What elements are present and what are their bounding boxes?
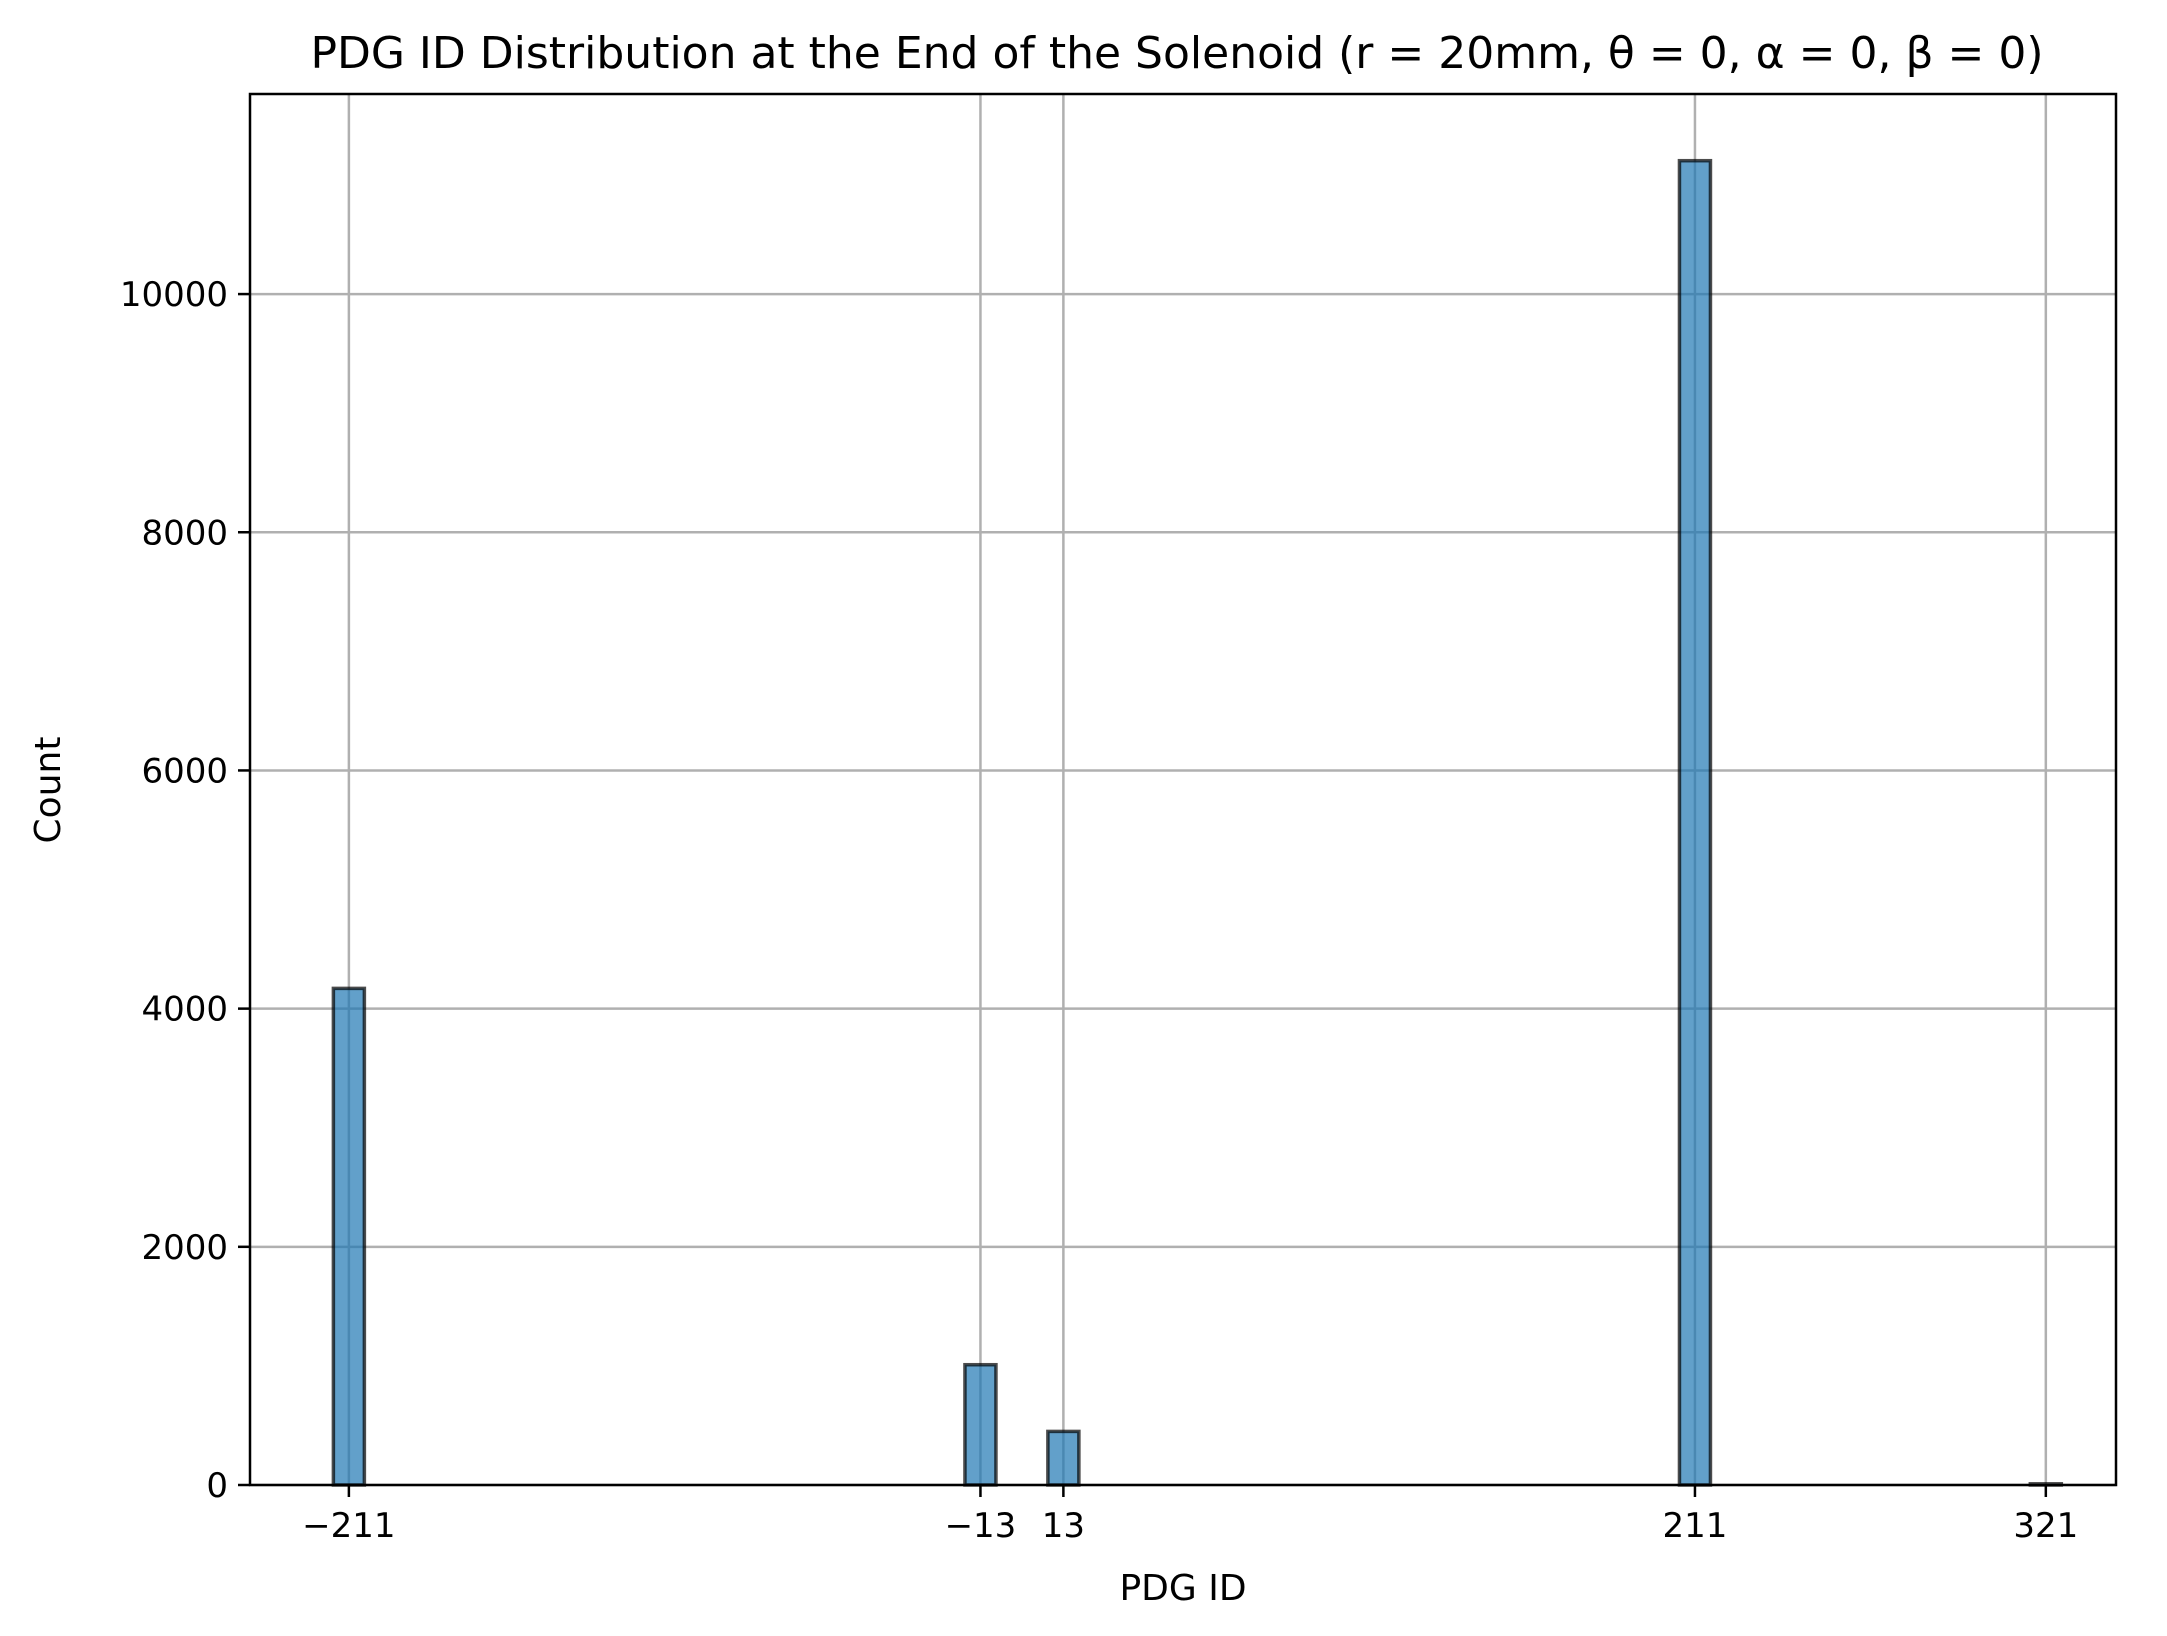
x-tick-label: −13 (945, 1506, 1017, 1546)
y-tick-label: 8000 (141, 513, 228, 553)
x-tick-label: 13 (1042, 1506, 1085, 1546)
bars (331, 158, 2064, 1487)
y-tick-label: 2000 (141, 1228, 228, 1268)
x-axis-label: PDG ID (1119, 1568, 1246, 1609)
x-tick-label: 321 (2013, 1506, 2078, 1546)
bar (1677, 158, 1713, 1487)
y-tick-label: 0 (206, 1466, 228, 1506)
bar (963, 1362, 998, 1487)
x-tick-label: −211 (302, 1506, 395, 1546)
y-tick-label: 6000 (141, 751, 228, 791)
bar (1046, 1429, 1081, 1487)
y-axis-label: Count (28, 737, 69, 844)
plot-frame (248, 92, 2118, 1487)
y-tick-label: 10000 (120, 275, 228, 315)
x-tick-label: 211 (1663, 1506, 1728, 1546)
bar (331, 986, 367, 1487)
axis-ticks: 0 2000 4000 6000 8000 10000 −211 −13 13 211 321 (120, 275, 2078, 1546)
chart-title: PDG ID Distribution at the End of the So… (310, 28, 2043, 79)
grid-lines (250, 94, 2116, 1487)
y-tick-label: 4000 (141, 990, 228, 1030)
